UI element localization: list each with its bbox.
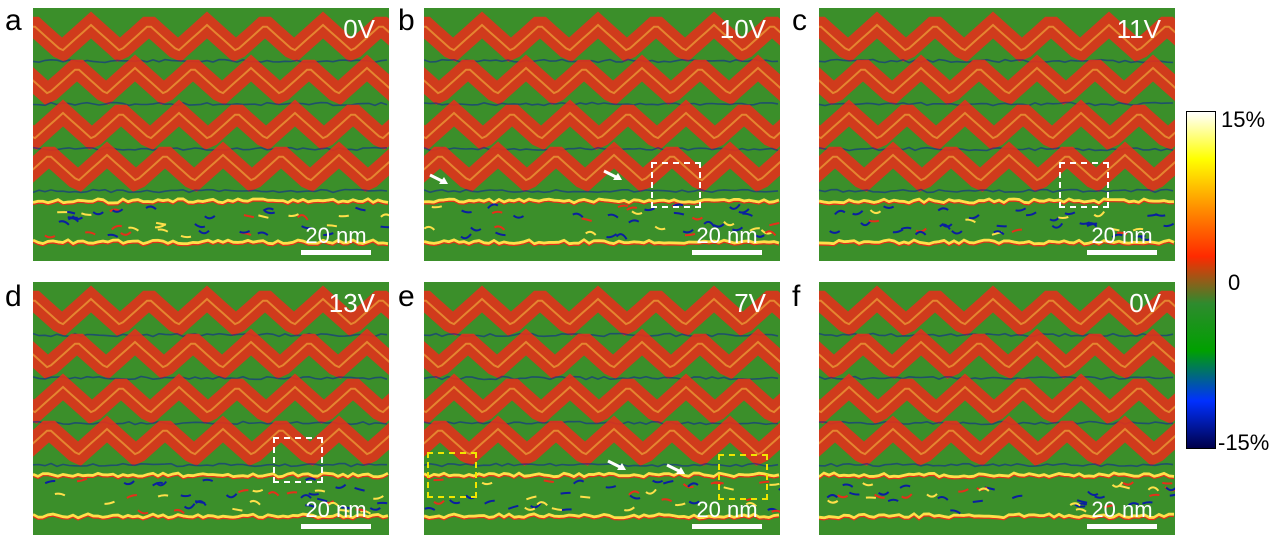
strain-map-panel-f: 0V 20 nm: [819, 282, 1175, 535]
scale-bar-line: [692, 250, 762, 255]
dashed-region-box: [651, 162, 701, 208]
dashed-region-box: [1059, 162, 1109, 208]
panel-letter-e: e: [398, 280, 415, 313]
scale-bar: 20 nm: [1087, 499, 1157, 529]
colorbar-max-label: 15%: [1221, 107, 1266, 132]
scale-bar-line: [1087, 524, 1157, 529]
scale-bar: 20 nm: [301, 225, 371, 255]
panel-letter-d: d: [5, 280, 22, 313]
arrow-icon: [429, 173, 448, 184]
strain-map-image: [424, 282, 780, 535]
scale-bar-label: 20 nm: [1091, 223, 1153, 248]
strain-map-image: [424, 8, 780, 261]
voltage-label: 10V: [719, 14, 766, 44]
scale-bar: 20 nm: [692, 499, 762, 529]
scale-bar-line: [692, 524, 762, 529]
scale-bar-label: 20 nm: [696, 497, 758, 522]
scale-bar-line: [301, 524, 371, 529]
scale-bar: 20 nm: [301, 499, 371, 529]
arrow-icon: [603, 169, 622, 180]
panel-letter-a: a: [5, 4, 22, 37]
voltage-label: 7V: [734, 288, 766, 318]
scale-bar-label: 20 nm: [1091, 497, 1153, 522]
dashed-region-box-yellow: [427, 452, 477, 498]
strain-map-image: [33, 282, 389, 535]
strain-map-image: [819, 282, 1175, 535]
voltage-label: 0V: [343, 14, 375, 44]
strain-map-panel-b: 10V 20 nm: [424, 8, 780, 261]
dashed-region-box-yellow: [718, 454, 768, 500]
scale-bar-label: 20 nm: [305, 497, 367, 522]
strain-map-image: [33, 8, 389, 261]
voltage-label: 11V: [1116, 14, 1161, 44]
scale-bar-line: [301, 250, 371, 255]
strain-map-panel-e: 7V 20 nm: [424, 282, 780, 535]
strain-map-panel-c: 11V 20 nm: [819, 8, 1175, 261]
scale-bar-line: [1087, 250, 1157, 255]
scale-bar: 20 nm: [1087, 225, 1157, 255]
voltage-label: 0V: [1129, 288, 1161, 318]
voltage-label: 13V: [328, 288, 375, 318]
dashed-region-box: [273, 437, 323, 483]
colorbar-min-label: -15%: [1218, 430, 1270, 455]
colorbar-mid-label: 0: [1228, 270, 1241, 295]
panel-letter-b: b: [398, 4, 415, 37]
scale-bar-label: 20 nm: [305, 223, 367, 248]
scale-bar: 20 nm: [692, 225, 762, 255]
panel-letter-f: f: [792, 280, 801, 313]
arrow-icon: [607, 459, 626, 470]
strain-map-panel-a: 0V 20 nm: [33, 8, 389, 261]
strain-colorbar: [1186, 111, 1216, 449]
strain-map-image: [819, 8, 1175, 261]
scale-bar-label: 20 nm: [696, 223, 758, 248]
strain-map-panel-d: 13V 20 nm: [33, 282, 389, 535]
arrow-icon: [666, 463, 685, 474]
panel-letter-c: c: [792, 4, 807, 37]
